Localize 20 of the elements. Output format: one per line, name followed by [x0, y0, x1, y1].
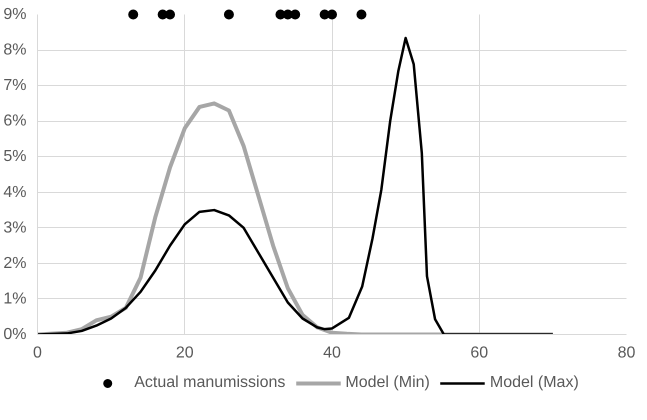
legend-label: Actual manumissions — [134, 374, 286, 392]
x-tick-label: 80 — [618, 344, 636, 362]
legend-label: Model (Max) — [490, 374, 579, 392]
x-tick-label: 60 — [470, 344, 488, 362]
y-tick-label: 9% — [3, 6, 26, 23]
legend-label: Model (Min) — [345, 374, 430, 392]
y-tick-label: 6% — [3, 112, 26, 130]
line-series — [38, 101, 555, 334]
line-series — [38, 36, 554, 334]
y-tick-label: 4% — [3, 184, 26, 201]
x-tick-label: 20 — [176, 344, 194, 362]
y-tick-label: 7% — [3, 77, 26, 94]
x-tick-label: 40 — [323, 344, 341, 362]
x-tick-label: 0 — [33, 344, 42, 362]
y-tick-label: 1% — [3, 290, 26, 308]
y-tick-label: 8% — [3, 42, 26, 59]
y-tick-label: 5% — [3, 148, 26, 166]
y-tick-label: 3% — [3, 219, 26, 236]
y-tick-label: 0% — [3, 326, 26, 343]
y-tick-label: 2% — [3, 254, 26, 272]
